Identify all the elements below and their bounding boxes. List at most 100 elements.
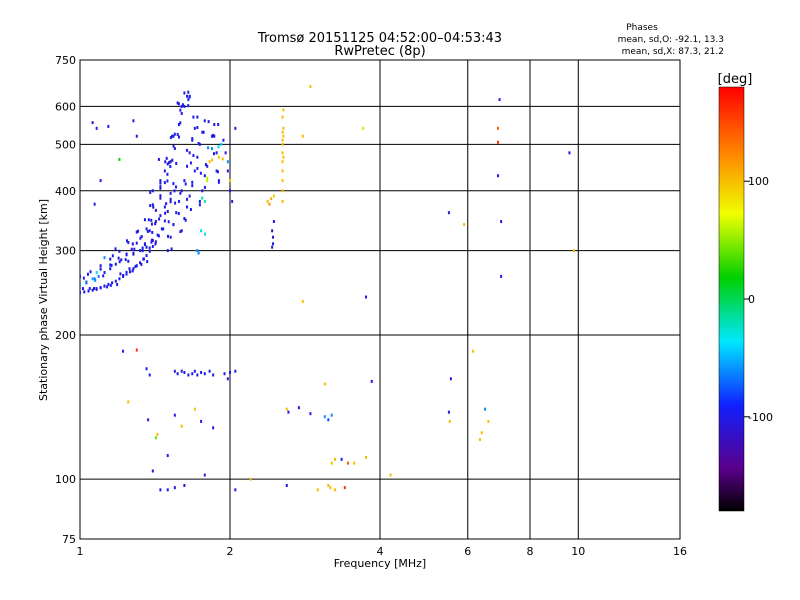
echo-point (201, 189, 204, 193)
echo-point (191, 180, 194, 184)
echo-point (169, 160, 172, 164)
echo-point (163, 205, 166, 209)
echo-point (76, 283, 78, 286)
echo-point (152, 205, 155, 209)
scatter-point (281, 151, 284, 155)
echo-point (163, 181, 166, 185)
echo-point (89, 270, 92, 274)
echo-point (125, 272, 128, 276)
echo-point (157, 234, 160, 238)
echo-points (76, 85, 575, 492)
echo-point (166, 249, 169, 253)
echo-point (171, 134, 174, 138)
echo-point (151, 203, 154, 207)
y-axis-label: Stationary phase Virtual Height [km] (37, 199, 50, 401)
echo-point (186, 205, 189, 209)
echo-point (173, 189, 176, 193)
echo-point (160, 227, 163, 231)
scatter-point (271, 229, 274, 233)
echo-point (143, 243, 146, 247)
scatter-point (234, 369, 237, 373)
echo-point (99, 267, 102, 271)
echo-point (189, 161, 192, 165)
echo-point (80, 282, 81, 286)
echo-point (159, 181, 162, 185)
echo-point (164, 160, 167, 164)
echo-point (145, 245, 148, 249)
x-tick-label: 4 (377, 545, 384, 558)
colorbar-tick-label: 0 (748, 293, 755, 306)
echo-point (212, 152, 215, 156)
scatter-point (127, 400, 130, 404)
echo-point (114, 262, 117, 266)
scatter-point (334, 457, 337, 461)
echo-point (128, 267, 131, 271)
scatter-point (229, 370, 231, 374)
echo-point (180, 229, 183, 233)
x-tick-label: 10 (571, 545, 585, 558)
scatter-point (472, 349, 475, 353)
echo-point (172, 182, 175, 186)
echo-point (187, 104, 190, 108)
scatter-point (496, 140, 499, 144)
scatter-point (176, 372, 179, 376)
echo-point (109, 267, 112, 271)
x-tick-label: 6 (464, 545, 471, 558)
scatter-point (330, 413, 333, 417)
y-tick-label: 500 (55, 138, 76, 151)
scatter-point (148, 373, 151, 377)
echo-point (198, 203, 201, 207)
scatter-point (365, 455, 368, 459)
echo-point (169, 197, 172, 201)
scatter-point (287, 410, 290, 414)
echo-point (118, 277, 121, 281)
scatter-point (496, 174, 499, 178)
scatter-point (226, 160, 229, 164)
echo-point (183, 104, 186, 108)
scatter-point (330, 461, 333, 465)
echo-point (131, 242, 134, 246)
scatter-point (281, 142, 284, 146)
stats-o: mean, sd,O: -92.1, 13.3 (618, 35, 724, 45)
echo-point (154, 242, 157, 246)
echo-point (169, 164, 172, 168)
scatter-point (200, 419, 203, 423)
echo-point (169, 200, 172, 204)
echo-point (200, 229, 203, 233)
stats-x: mean, sd,X: 87.3, 21.2 (622, 47, 724, 57)
echo-point (213, 134, 216, 138)
echo-point (117, 256, 120, 260)
echo-point (199, 171, 202, 175)
echo-point (166, 172, 169, 176)
echo-point (169, 235, 172, 239)
scatter-point (208, 369, 211, 373)
scatter-point (107, 124, 110, 128)
echo-point (165, 202, 168, 206)
echo-point (154, 208, 157, 212)
echo-point (85, 281, 88, 285)
scatter-point (447, 211, 450, 215)
scatter-point (272, 242, 275, 246)
scatter-point (282, 134, 285, 138)
echo-point (217, 145, 220, 149)
scatter-point (449, 377, 452, 381)
scatter-point (229, 189, 231, 193)
echo-point (204, 163, 207, 167)
echo-point (95, 287, 98, 291)
scatter-point (297, 406, 300, 410)
scatter-point (173, 413, 176, 417)
echo-point (135, 230, 138, 234)
echo-point (172, 134, 175, 138)
echo-point (191, 138, 194, 142)
echo-point (173, 132, 176, 136)
echo-point (127, 259, 130, 263)
echo-point (150, 222, 153, 226)
echo-point (140, 262, 143, 266)
scatter-point (266, 199, 269, 203)
echo-point (154, 220, 157, 224)
scatter-point (183, 370, 186, 374)
echo-point (159, 186, 162, 190)
echo-point (103, 284, 106, 288)
scatter-point (281, 160, 284, 164)
scatter-point (222, 138, 225, 142)
